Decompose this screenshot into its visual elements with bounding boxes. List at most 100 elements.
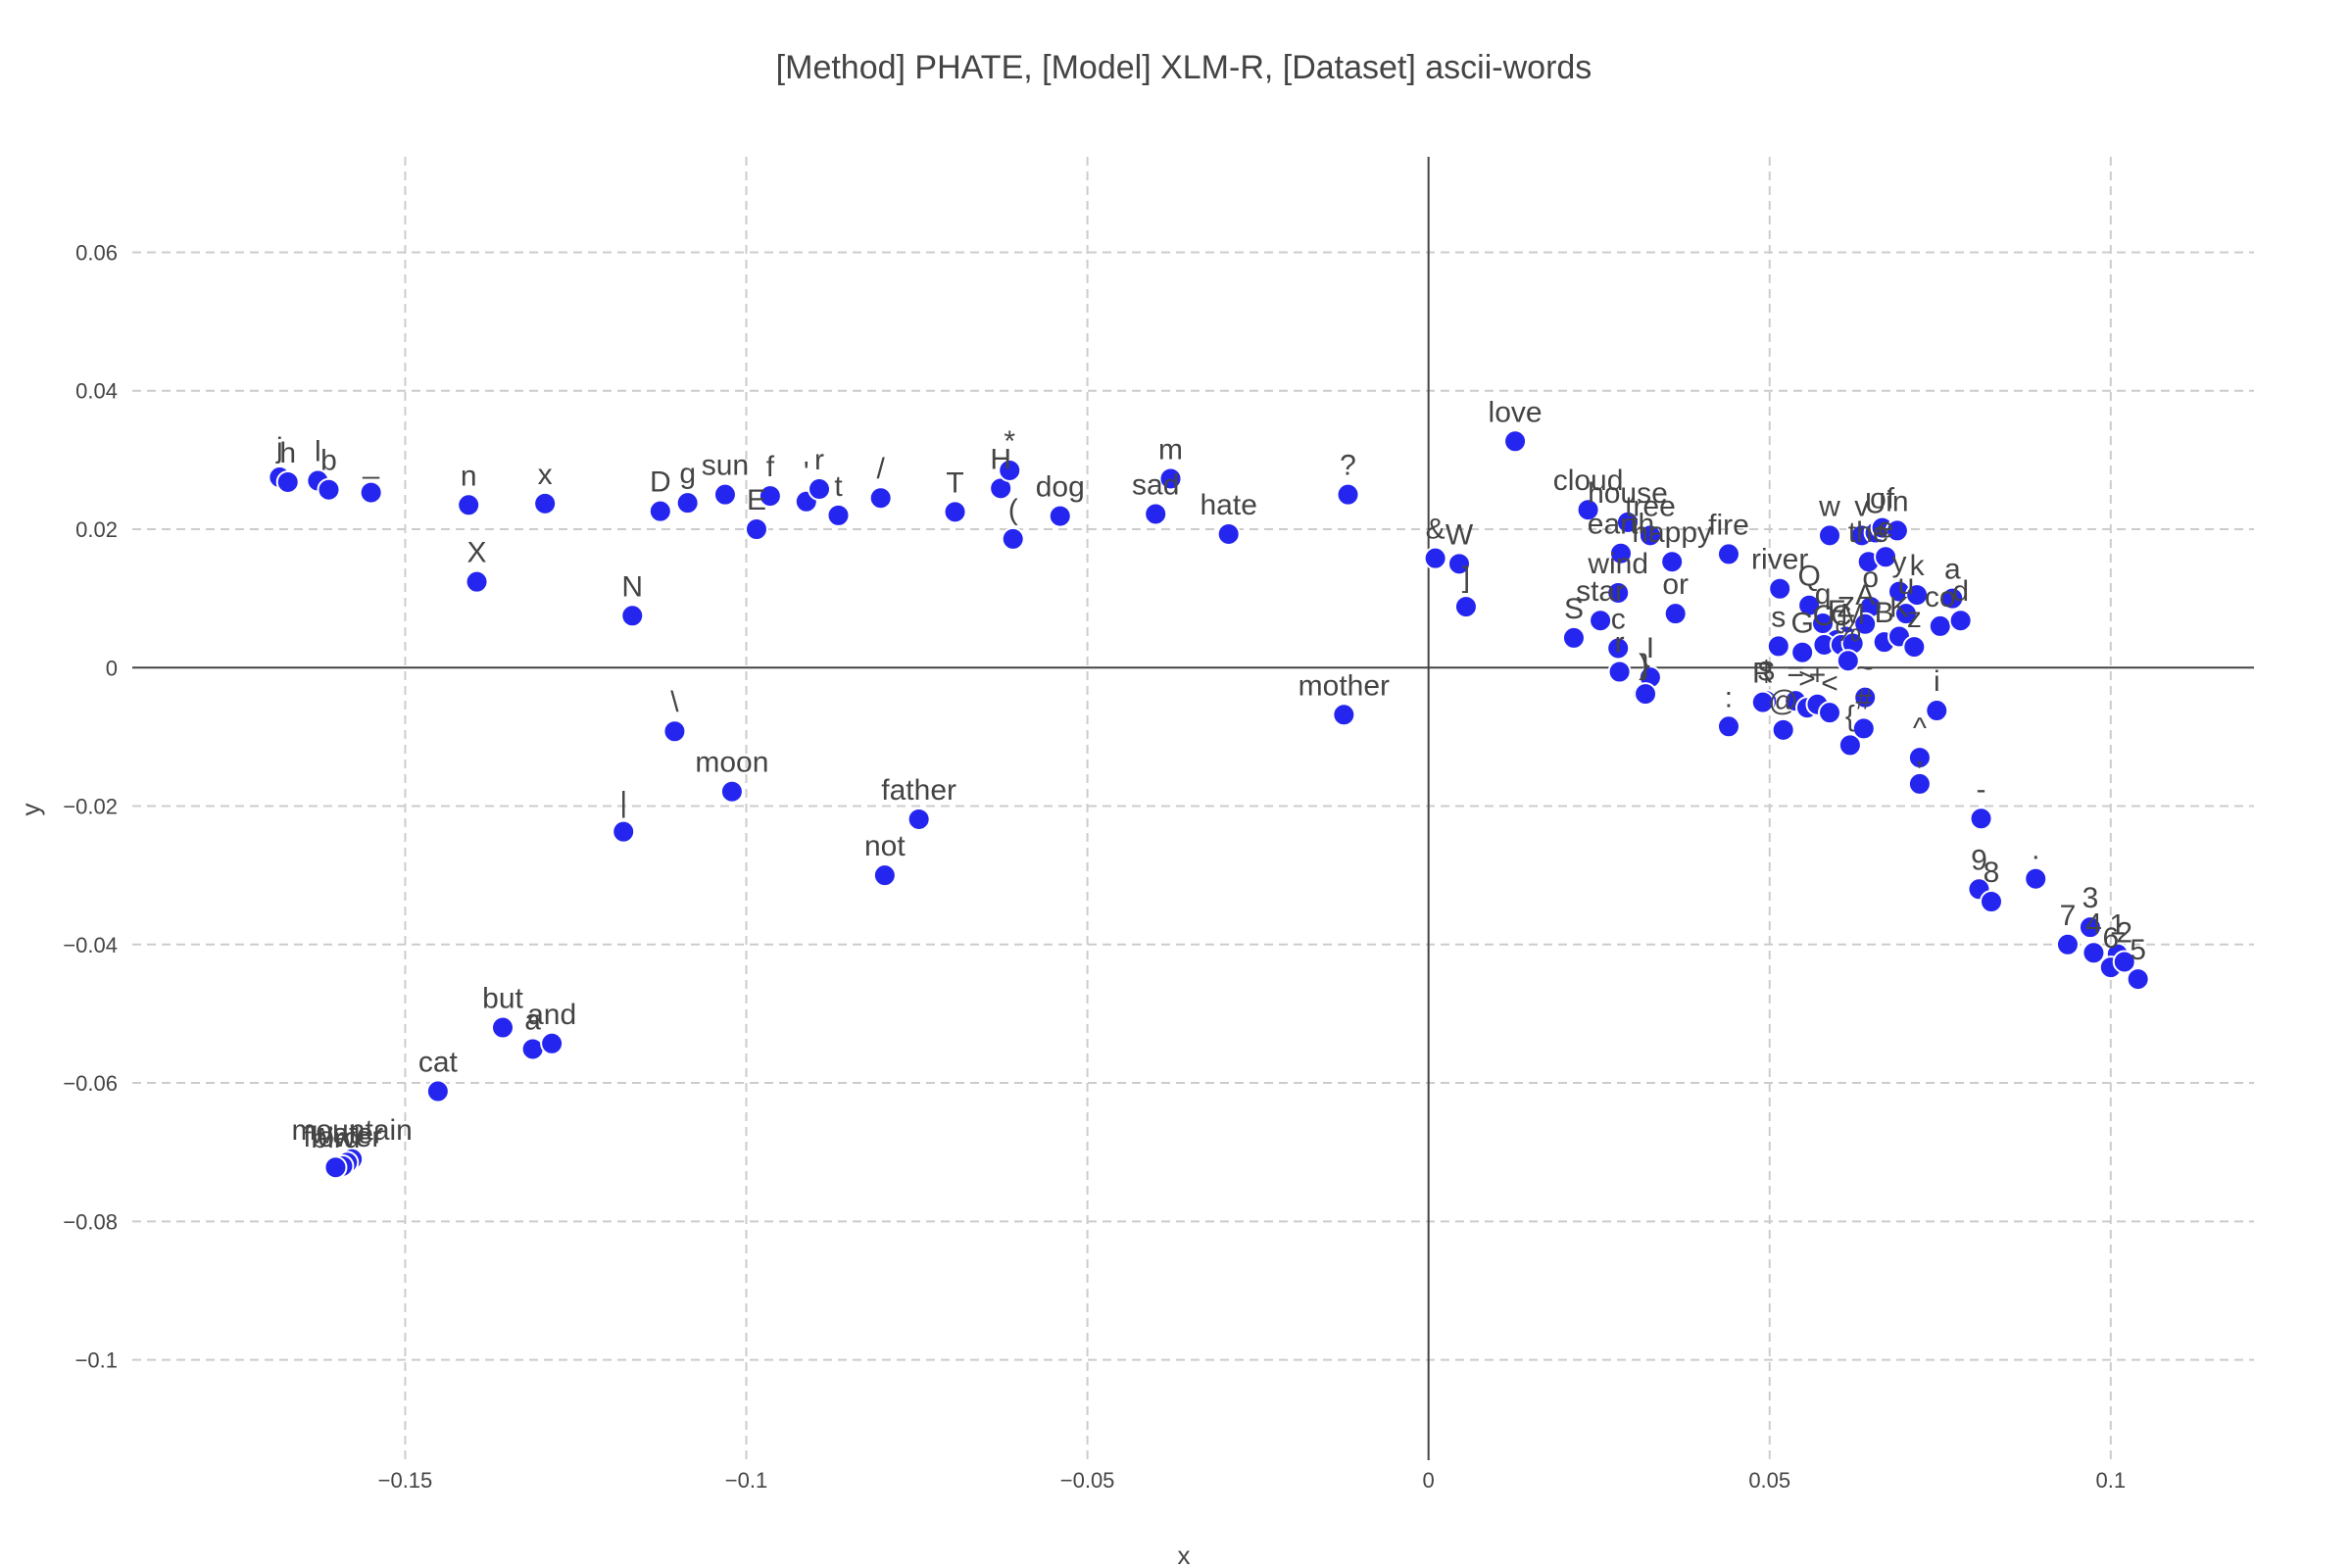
data-point-label: the [1848,516,1889,549]
data-point[interactable] [868,486,893,511]
data-point[interactable] [317,477,341,502]
data-point-label: not [864,830,906,862]
data-point[interactable] [275,469,300,494]
data-point[interactable] [1503,429,1528,454]
data-point[interactable] [1576,498,1600,522]
data-point[interactable] [1768,576,1792,601]
x-tick-labels: −0.15 −0.1 −0.05 0 0.05 0.1 [378,1468,2126,1493]
data-point[interactable] [1818,523,1841,548]
data-point[interactable] [943,500,967,524]
data-point[interactable] [1608,541,1633,565]
data-point[interactable] [826,503,851,527]
data-point-label: 9 [1971,844,1987,876]
data-point[interactable] [1561,625,1586,650]
data-point[interactable] [1969,807,1993,831]
data-point[interactable] [1216,521,1241,546]
data-point[interactable] [1907,746,1932,770]
data-point[interactable] [1606,580,1631,605]
data-point[interactable] [1589,609,1613,633]
data-point[interactable] [744,517,768,541]
data-point[interactable] [1638,523,1662,548]
data-point[interactable] [1885,518,1909,543]
data-point[interactable] [648,499,672,523]
data-point[interactable] [1615,510,1640,534]
data-point[interactable] [1716,714,1740,739]
data-point[interactable] [1634,682,1658,707]
data-point-label: $ [1758,656,1775,688]
data-point[interactable] [1818,701,1841,725]
data-point[interactable] [1851,716,1876,741]
data-point[interactable] [1423,546,1447,570]
data-point[interactable] [1928,613,1952,638]
data-point[interactable] [2055,932,2080,956]
data-point[interactable] [1332,703,1356,727]
data-point[interactable] [1158,466,1183,491]
y-tick-label: 0.04 [75,379,118,404]
data-point[interactable] [1838,733,1862,758]
data-point[interactable] [1660,550,1685,574]
data-point[interactable] [1836,649,1860,673]
data-point[interactable] [1048,504,1072,528]
data-point[interactable] [1606,636,1631,661]
data-point[interactable] [491,1015,515,1040]
data-point-label: l [315,436,321,468]
data-point[interactable] [1907,771,1932,796]
data-point[interactable] [1336,482,1360,507]
data-point[interactable] [2024,866,2048,891]
data-point[interactable] [2126,967,2150,992]
data-point[interactable] [662,719,687,744]
data-point[interactable] [457,493,481,517]
data-point[interactable] [1905,583,1930,608]
data-point-label: w [1818,490,1840,522]
data-point[interactable] [1663,602,1688,626]
data-point-label: ] [1462,562,1470,594]
data-point[interactable] [1771,717,1795,742]
data-point[interactable] [1607,660,1632,684]
data-point[interactable] [323,1155,348,1180]
data-point[interactable] [540,1031,564,1055]
data-point-label: / [876,453,885,485]
data-point[interactable] [359,480,383,505]
data-point[interactable] [998,458,1022,482]
data-point[interactable] [2082,941,2106,965]
data-point-label: % [1835,615,1861,648]
data-point[interactable] [465,569,489,594]
data-point[interactable] [1925,699,1949,723]
data-point[interactable] [1979,890,2003,913]
data-point[interactable] [675,491,700,515]
data-point[interactable] [808,477,832,502]
data-point[interactable] [1766,634,1790,659]
data-point[interactable] [906,807,931,831]
data-point[interactable] [2078,915,2102,940]
data-point-label: happy [1632,516,1712,549]
data-point[interactable] [1902,635,1927,660]
data-point[interactable] [1446,552,1471,576]
data-point[interactable] [872,863,897,888]
y-tick-label: −0.04 [63,933,118,957]
data-point[interactable] [758,484,782,509]
data-point[interactable] [1797,593,1822,617]
data-point[interactable] [1940,586,1965,611]
data-point[interactable] [1948,609,1973,633]
data-point[interactable] [719,779,744,804]
data-point-label: r [814,444,824,476]
data-point[interactable] [1790,640,1815,664]
data-point-label: I [1646,632,1654,664]
data-point[interactable] [2112,950,2136,974]
data-point[interactable] [1874,545,1898,569]
data-point[interactable] [1453,595,1478,619]
data-point[interactable] [1716,542,1740,566]
data-point[interactable] [620,604,645,628]
data-point[interactable] [1144,502,1168,526]
data-point[interactable] [712,482,737,507]
data-point[interactable] [1893,602,1918,626]
data-point[interactable] [1750,690,1775,714]
data-point-label: u [1898,568,1915,601]
data-point[interactable] [425,1079,450,1103]
data-point[interactable] [1001,526,1025,551]
data-point[interactable] [1853,612,1878,636]
data-point[interactable] [612,819,636,844]
data-point-label: W [1446,518,1474,551]
data-point[interactable] [533,491,558,515]
data-point[interactable] [1853,685,1878,710]
